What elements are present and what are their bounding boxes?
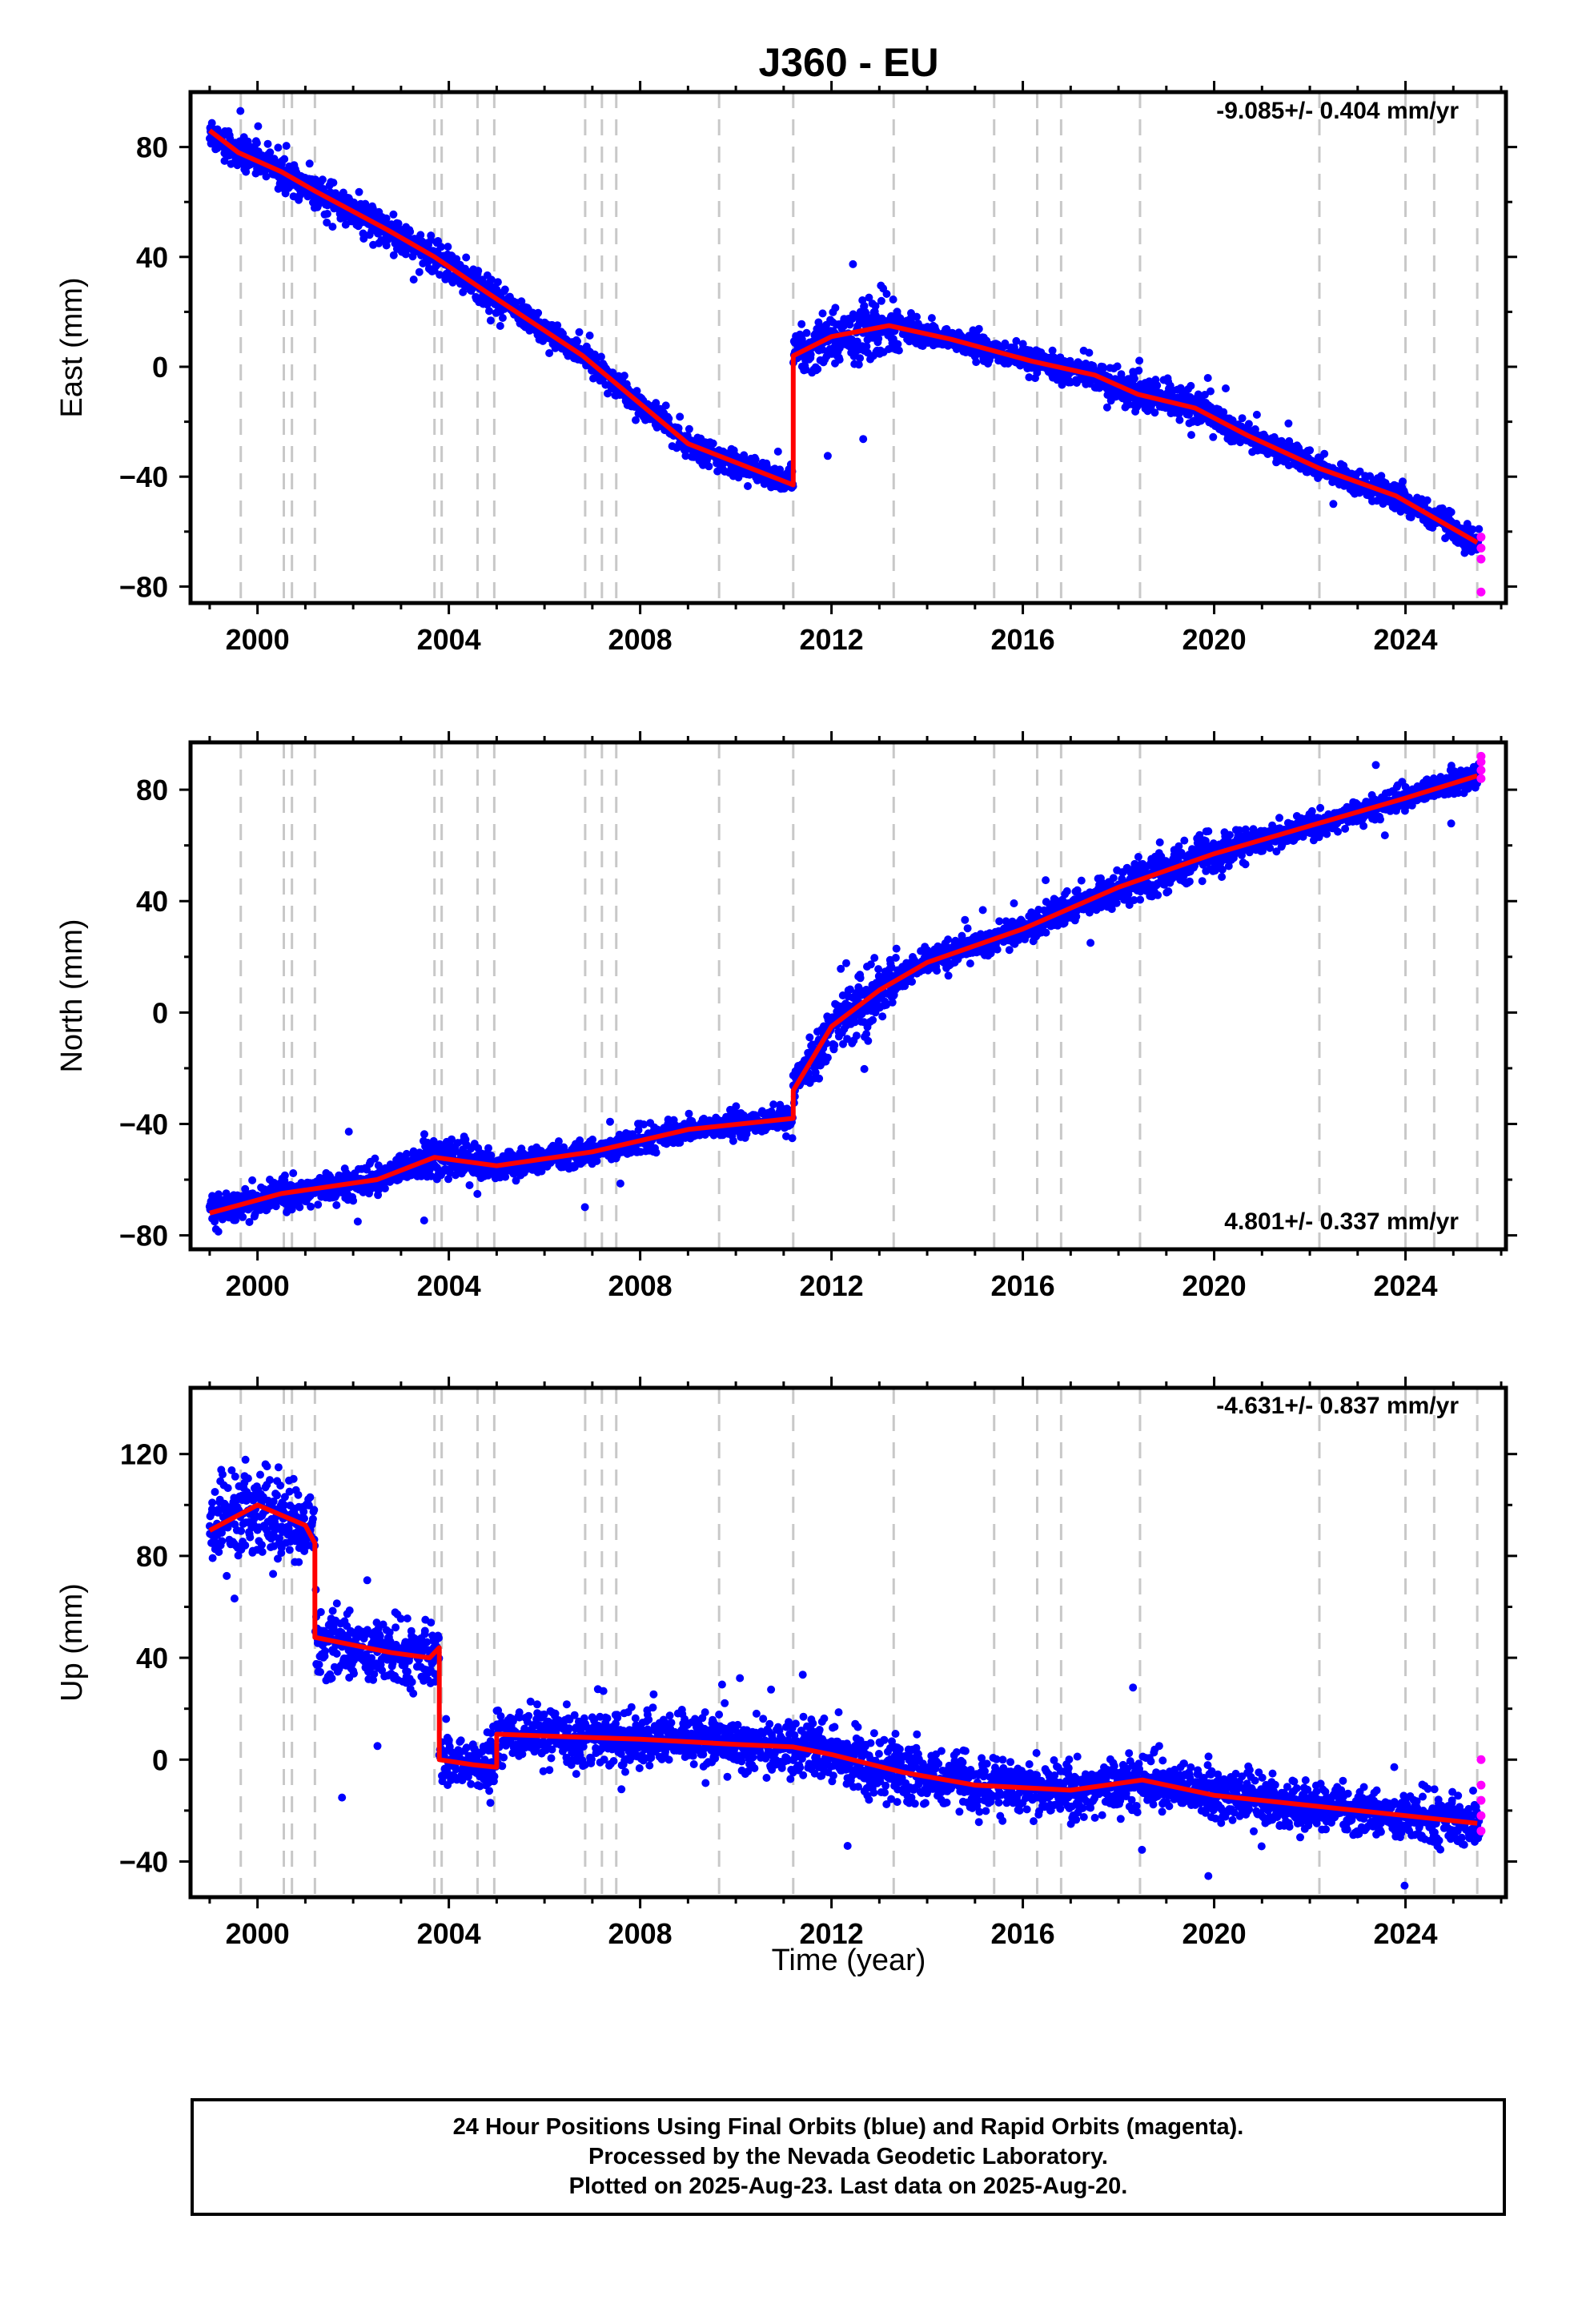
- x-tick-label: 2020: [1182, 623, 1247, 656]
- rapid-orbit-point: [1476, 774, 1486, 783]
- footer-line-2: Processed by the Nevada Geodetic Laborat…: [588, 2144, 1108, 2169]
- rapid-orbit-point: [1476, 533, 1486, 542]
- plot-frame-east: [188, 90, 1508, 605]
- rate-label-north: 4.801+/- 0.337 mm/yr: [1224, 1208, 1459, 1235]
- x-tick-label: 2024: [1373, 1917, 1437, 1950]
- final-orbit-points-north: [205, 759, 1484, 1236]
- rapid-orbit-point: [1476, 587, 1486, 597]
- x-tick-label: 2008: [608, 1269, 673, 1302]
- rapid-orbit-point: [1476, 1780, 1486, 1790]
- x-tick-label: 2000: [226, 1917, 290, 1950]
- y-tick-label: −40: [119, 460, 168, 493]
- model-line-up: [208, 1502, 1478, 1826]
- rapid-orbit-point: [1476, 1755, 1486, 1764]
- y-tick-label: −80: [119, 570, 168, 603]
- rapid-orbit-point: [1476, 1811, 1486, 1820]
- y-axis-label-north: North (mm): [55, 919, 89, 1072]
- plot-area-north: [205, 742, 1484, 1249]
- x-tick-label: 2012: [800, 1269, 864, 1302]
- rapid-orbit-point: [1476, 554, 1486, 564]
- rapid-orbit-point: [1476, 766, 1486, 775]
- x-tick-label: 2020: [1182, 1917, 1247, 1950]
- x-tick-label: 2016: [991, 1269, 1055, 1302]
- panels: 2000 2004 2008 2012 2016 2020 2024 80 40 0 −40 −80 E…: [55, 81, 1517, 1977]
- rapid-orbit-point: [1476, 1795, 1486, 1805]
- y-tick-label: −40: [119, 1108, 168, 1140]
- y-tick-label: 40: [136, 885, 168, 918]
- y-tick-label: 0: [152, 351, 168, 384]
- y-tick-label: 80: [136, 1540, 168, 1573]
- x-tick-label: 2008: [608, 623, 673, 656]
- footer-line-3: Plotted on 2025-Aug-23. Last data on 202…: [568, 2173, 1128, 2199]
- x-tick-label: 2004: [417, 1917, 481, 1950]
- footer-box: 24 Hour Positions Using Final Orbits (bl…: [191, 2098, 1506, 2216]
- chart-title: J360 - EU: [758, 40, 938, 85]
- final-orbit-points-up: [205, 1455, 1484, 1890]
- x-tick-label: 2024: [1373, 1269, 1437, 1302]
- rapid-orbit-point: [1476, 751, 1486, 761]
- y-axis-label-east: East (mm): [55, 277, 89, 417]
- x-tick-label: 2000: [226, 623, 290, 656]
- panel-up: 2000 2004 2008 2012 2016 2020 2024 120 80 40 0 −40 U…: [55, 1377, 1517, 1950]
- x-tick-label: 2004: [417, 1269, 481, 1302]
- rapid-orbit-point: [1476, 543, 1486, 553]
- rate-label-east: -9.085+/- 0.404 mm/yr: [1216, 98, 1459, 124]
- y-tick-label: 80: [136, 774, 168, 806]
- plot-area-up: [205, 1388, 1484, 1897]
- x-tick-label: 2016: [991, 623, 1055, 656]
- rapid-orbit-point: [1476, 1826, 1486, 1835]
- plot-area-east: [206, 92, 1484, 603]
- x-tick-label: 2000: [226, 1269, 290, 1302]
- x-tick-label: 2012: [800, 623, 864, 656]
- y-tick-label: 40: [136, 241, 168, 274]
- y-tick-label: −80: [119, 1220, 168, 1252]
- y-tick-label: 0: [152, 1743, 168, 1776]
- y-tick-label: −40: [119, 1845, 168, 1878]
- plot-frame-north: [188, 740, 1508, 1252]
- footer-line-1: 24 Hour Positions Using Final Orbits (bl…: [452, 2114, 1244, 2140]
- model-line-north: [209, 773, 1479, 1216]
- rate-label-up: -4.631+/- 0.837 mm/yr: [1216, 1393, 1459, 1419]
- panel-east: 2000 2004 2008 2012 2016 2020 2024 80 40 0 −40 −80 E…: [55, 81, 1517, 656]
- x-tick-label: 2012: [800, 1917, 864, 1950]
- x-tick-label: 2004: [417, 623, 481, 656]
- x-tick-label: 2008: [608, 1917, 673, 1950]
- y-tick-label: 40: [136, 1642, 168, 1675]
- y-tick-label: 80: [136, 131, 168, 164]
- y-tick-label: 120: [120, 1438, 168, 1471]
- y-axis-label-up: Up (mm): [55, 1583, 89, 1702]
- x-tick-label: 2020: [1182, 1269, 1247, 1302]
- x-axis-label: Time (year): [772, 1944, 926, 1977]
- model-line-east: [208, 128, 1479, 545]
- x-tick-label: 2024: [1373, 623, 1437, 656]
- panel-north: 2000 2004 2008 2012 2016 2020 2024 80 40 0 −40 −80 N…: [55, 731, 1517, 1302]
- x-tick-label: 2016: [991, 1917, 1055, 1950]
- y-tick-label: 0: [152, 996, 168, 1029]
- plot-frame-up: [188, 1385, 1508, 1900]
